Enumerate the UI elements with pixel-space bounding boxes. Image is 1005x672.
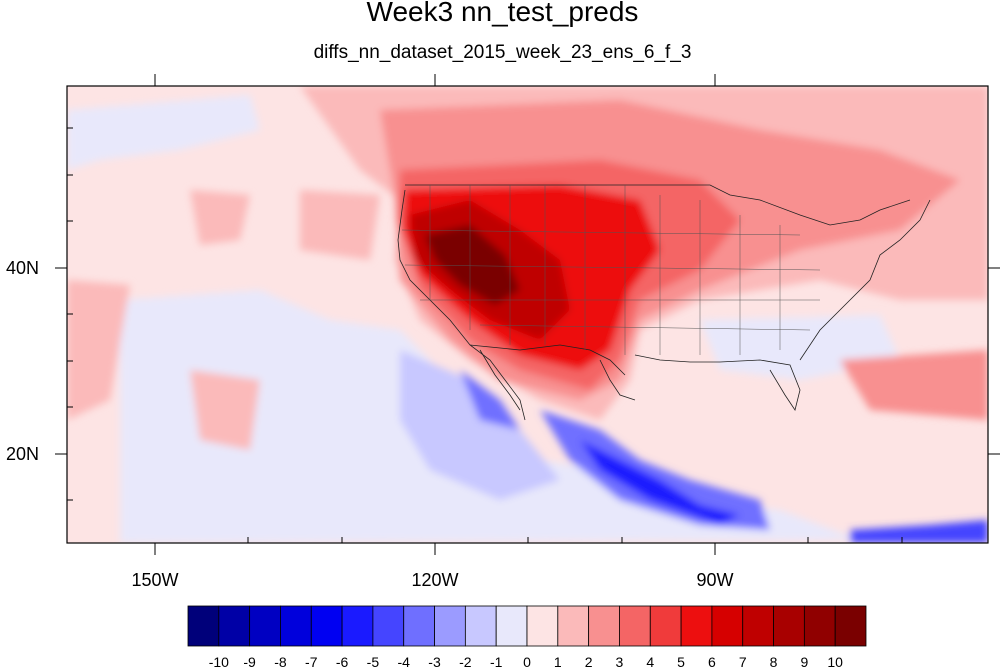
colorbar-swatch <box>495 605 528 647</box>
colorbar-swatch <box>310 605 343 647</box>
red-patch-pacific-3 <box>190 370 260 450</box>
colorbar-swatch <box>834 605 867 647</box>
colorbar-tick-label: 0 <box>523 654 531 670</box>
red-patch-atlantic <box>840 350 988 420</box>
colorbar-tick-label: -7 <box>305 654 318 670</box>
colorbar-swatch <box>249 605 281 647</box>
colorbar-swatch <box>773 605 805 647</box>
lat-label-40n: 40N <box>6 258 40 278</box>
gulf-coast-line <box>634 354 801 411</box>
gulf-mexico-west <box>599 359 636 401</box>
colorbar-swatch <box>803 605 836 647</box>
lat-label-20n: 20N <box>6 444 40 464</box>
colorbar-tick-label: -9 <box>243 654 256 670</box>
colorbar-tick-label: -4 <box>397 654 410 670</box>
red-patch-pacific-4 <box>300 190 380 260</box>
baja-line <box>479 349 521 411</box>
colorbar-tick-label: -8 <box>274 654 287 670</box>
colorbar-tick-label: 4 <box>646 654 655 670</box>
colorbar-swatch <box>280 605 312 647</box>
colorbar <box>187 605 867 647</box>
colorbar-tick-label: -10 <box>208 654 229 670</box>
colorbar-tick-label: -3 <box>428 654 441 670</box>
red-patch-pacific-2 <box>67 280 130 420</box>
colorbar-swatch <box>464 605 497 647</box>
tick-marks <box>55 74 1000 555</box>
colorbar-swatch <box>372 605 405 647</box>
colorbar-tick-label: -2 <box>459 654 472 670</box>
colorbar-tick-label: 6 <box>708 654 716 670</box>
blue-patch-caribbean <box>850 520 988 543</box>
colorbar-tick-label: 7 <box>738 654 747 670</box>
anomaly-field <box>67 86 988 543</box>
colorbar-tick-label: 5 <box>677 654 685 670</box>
east-coast-line <box>799 199 931 361</box>
colorbar-swatch <box>649 605 682 647</box>
state-borders <box>401 185 821 355</box>
colorbar-swatch <box>680 605 713 647</box>
colorbar-swatch <box>187 605 220 647</box>
colorbar-swatch <box>218 605 251 647</box>
colorbar-tick-label: 8 <box>769 654 778 670</box>
colorbar-tick-label: 3 <box>615 654 624 670</box>
colorbar-tick-label: 1 <box>553 654 562 670</box>
us-canada-border <box>405 184 911 226</box>
colorbar-swatch <box>588 605 620 647</box>
red-patch-pacific-1 <box>190 190 250 245</box>
colorbar-tick-label: -1 <box>489 654 503 670</box>
blue-core-mexico <box>580 440 740 525</box>
colorbar-swatch <box>619 605 651 647</box>
colorbar-swatch <box>403 605 435 647</box>
coastlines <box>397 184 931 421</box>
colorbar-tick-label: 9 <box>800 654 809 670</box>
lon-label-150w: 150W <box>131 570 179 590</box>
west-coast-line <box>397 189 526 421</box>
us-mexico-border <box>469 344 626 376</box>
lon-label-90w: 90W <box>696 570 734 590</box>
colorbar-swatch <box>341 605 374 647</box>
colorbar-swatch <box>557 605 590 647</box>
blue-strip-baja <box>460 370 520 430</box>
blue-patch-nw <box>67 95 260 170</box>
colorbar-swatch <box>434 605 466 647</box>
colorbar-swatch <box>526 605 559 647</box>
colorbar-tick-label: -5 <box>366 654 380 670</box>
colorbar-swatch <box>742 605 774 647</box>
colorbar-tick-label: 10 <box>827 654 843 670</box>
blue-patch-mexico-coast <box>540 410 770 530</box>
colorbar-swatch <box>711 605 744 647</box>
chart-subtitle: diffs_nn_dataset_2015_week_23_ens_6_f_3 <box>313 42 692 63</box>
lon-label-120w: 120W <box>411 570 459 590</box>
blue-patch-baja-offshore <box>400 350 560 500</box>
red-level-10 <box>425 225 520 305</box>
chart-title: Week3 nn_test_preds <box>366 0 639 27</box>
colorbar-tick-label: -6 <box>335 654 349 670</box>
blue-patch-south <box>120 290 860 543</box>
colorbar-tick-label: 2 <box>584 654 593 670</box>
